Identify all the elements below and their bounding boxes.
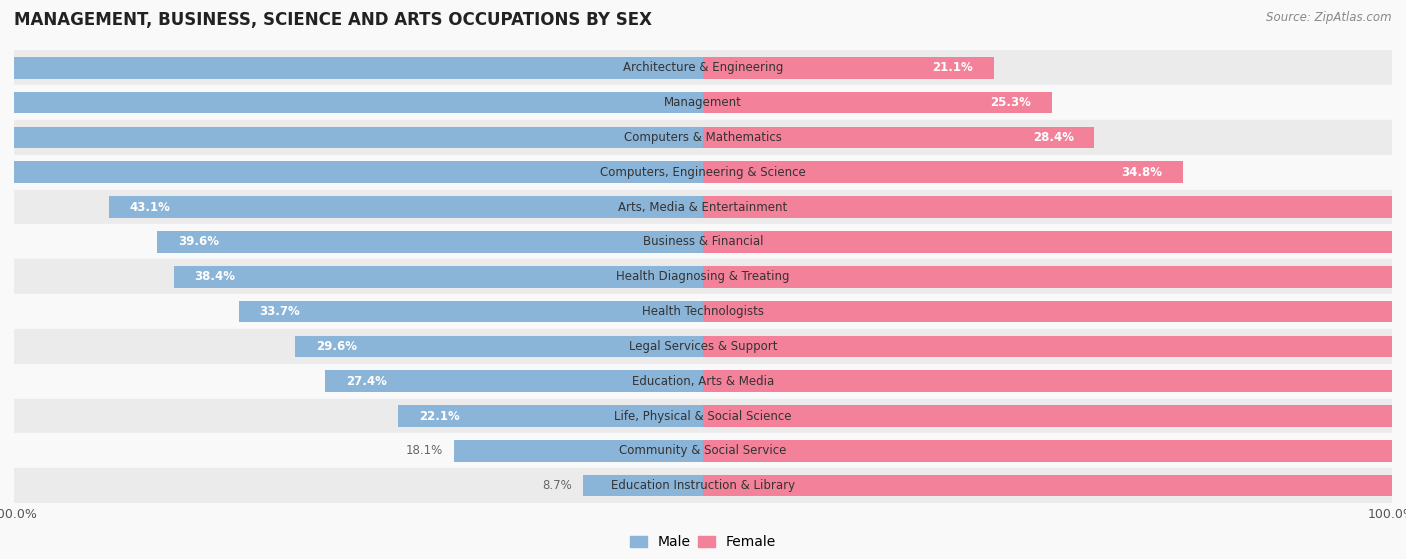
Bar [239, 301, 703, 323]
Bar [295, 335, 703, 357]
Bar [703, 231, 1406, 253]
Bar [0, 126, 703, 148]
Bar [14, 433, 1392, 468]
Bar [325, 371, 703, 392]
Bar [703, 405, 1406, 427]
Text: 21.1%: 21.1% [932, 61, 973, 74]
Text: 33.7%: 33.7% [259, 305, 299, 318]
Text: Education, Arts & Media: Education, Arts & Media [631, 375, 775, 388]
Bar [14, 468, 1392, 503]
Bar [703, 162, 1182, 183]
Text: Health Diagnosing & Treating: Health Diagnosing & Treating [616, 270, 790, 283]
Bar [0, 92, 703, 113]
Text: Computers & Mathematics: Computers & Mathematics [624, 131, 782, 144]
Bar [14, 294, 1392, 329]
Text: 22.1%: 22.1% [419, 410, 460, 423]
Text: Life, Physical & Social Science: Life, Physical & Social Science [614, 410, 792, 423]
Bar [157, 231, 703, 253]
Bar [14, 85, 1392, 120]
Bar [14, 329, 1392, 364]
Bar [703, 92, 1052, 113]
Bar [703, 371, 1406, 392]
Text: 28.4%: 28.4% [1032, 131, 1074, 144]
Text: Computers, Engineering & Science: Computers, Engineering & Science [600, 165, 806, 179]
Text: 34.8%: 34.8% [1121, 165, 1161, 179]
Bar [14, 399, 1392, 433]
Text: Source: ZipAtlas.com: Source: ZipAtlas.com [1267, 11, 1392, 24]
Text: 43.1%: 43.1% [129, 201, 170, 214]
Bar [14, 190, 1392, 225]
Bar [0, 57, 703, 78]
Text: 25.3%: 25.3% [990, 96, 1031, 109]
Bar [703, 475, 1406, 496]
Bar [14, 259, 1392, 294]
Bar [110, 196, 703, 218]
Text: Business & Financial: Business & Financial [643, 235, 763, 248]
Bar [703, 440, 1406, 462]
Bar [703, 301, 1406, 323]
Bar [454, 440, 703, 462]
Text: 8.7%: 8.7% [543, 479, 572, 492]
Bar [174, 266, 703, 287]
Text: 18.1%: 18.1% [405, 444, 443, 457]
Bar [703, 196, 1406, 218]
Bar [14, 50, 1392, 85]
Bar [703, 57, 994, 78]
Text: 38.4%: 38.4% [194, 270, 236, 283]
Legend: Male, Female: Male, Female [624, 530, 782, 555]
Bar [703, 266, 1406, 287]
Text: Community & Social Service: Community & Social Service [619, 444, 787, 457]
Bar [703, 126, 1094, 148]
Text: Health Technologists: Health Technologists [643, 305, 763, 318]
Bar [14, 155, 1392, 190]
Bar [703, 335, 1406, 357]
Text: Education Instruction & Library: Education Instruction & Library [612, 479, 794, 492]
Text: Management: Management [664, 96, 742, 109]
Bar [398, 405, 703, 427]
Text: 29.6%: 29.6% [316, 340, 357, 353]
Bar [14, 225, 1392, 259]
Text: 27.4%: 27.4% [346, 375, 387, 388]
Bar [14, 120, 1392, 155]
Text: Legal Services & Support: Legal Services & Support [628, 340, 778, 353]
Text: 39.6%: 39.6% [179, 235, 219, 248]
Text: MANAGEMENT, BUSINESS, SCIENCE AND ARTS OCCUPATIONS BY SEX: MANAGEMENT, BUSINESS, SCIENCE AND ARTS O… [14, 11, 652, 29]
Text: Architecture & Engineering: Architecture & Engineering [623, 61, 783, 74]
Bar [0, 162, 703, 183]
Bar [14, 364, 1392, 399]
Text: Arts, Media & Entertainment: Arts, Media & Entertainment [619, 201, 787, 214]
Bar [583, 475, 703, 496]
